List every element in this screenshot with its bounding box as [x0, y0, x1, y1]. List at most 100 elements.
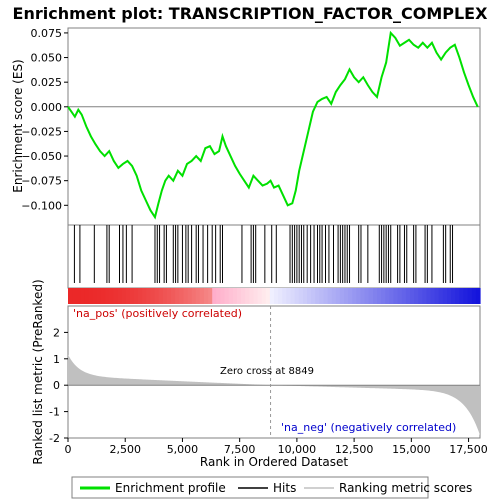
colorbar-segment — [133, 288, 139, 304]
colorbar-segment — [426, 288, 432, 304]
pos-label: 'na_pos' (positively correlated) — [73, 307, 242, 320]
colorbar-segment — [372, 288, 378, 304]
hits-panel-frame — [67, 224, 481, 289]
colorbar-segment — [142, 288, 147, 304]
es-ytick-label: 0.025 — [31, 76, 63, 89]
colorbar-segment — [187, 288, 193, 304]
colorbar-segment — [203, 288, 209, 304]
colorbar-segment — [467, 288, 473, 304]
rank-ytick-label: 2 — [53, 326, 60, 339]
colorbar-segment — [459, 288, 465, 304]
colorbar-segment — [138, 288, 143, 304]
colorbar-segment — [447, 288, 452, 304]
rank-xtick-label: 0 — [65, 443, 72, 456]
colorbar-segment — [360, 288, 366, 304]
colorbar-segment — [224, 288, 230, 304]
rank-xtick-label: 12,500 — [335, 443, 374, 456]
colorbar-segment — [278, 288, 283, 304]
colorbar-segment — [154, 288, 160, 304]
colorbar-segment — [183, 288, 189, 304]
rank-ytick-label: -2 — [49, 432, 60, 445]
colorbar-segment — [179, 288, 184, 304]
colorbar-segment — [208, 288, 213, 304]
rank-xtick-label: 5,000 — [167, 443, 199, 456]
colorbar-segment — [253, 288, 259, 304]
colorbar-segment — [100, 288, 106, 304]
es-ytick-label: −0.100 — [21, 199, 62, 212]
colorbar-segment — [241, 288, 246, 304]
colorbar-segment — [216, 288, 222, 304]
colorbar-segment — [463, 288, 469, 304]
colorbar-segment — [397, 288, 403, 304]
es-ytick-label: 0.000 — [31, 101, 63, 114]
rank-xtick-label: 10,000 — [278, 443, 317, 456]
colorbar-segment — [315, 288, 320, 304]
rank-xtick-label: 15,000 — [392, 443, 431, 456]
colorbar-segment — [232, 288, 238, 304]
colorbar-segment — [364, 288, 370, 304]
colorbar-segment — [381, 288, 386, 304]
colorbar-segment — [389, 288, 395, 304]
es-ytick-label: −0.050 — [21, 150, 62, 163]
colorbar-segment — [422, 288, 428, 304]
colorbar-segment — [76, 288, 81, 304]
colorbar-segment — [191, 288, 197, 304]
colorbar-segment — [319, 288, 325, 304]
neg-label: 'na_neg' (negatively correlated) — [281, 421, 456, 434]
colorbar-segment — [249, 288, 254, 304]
es-ytick-label: −0.075 — [21, 175, 62, 188]
colorbar-segment — [393, 288, 399, 304]
colorbar-segment — [195, 288, 201, 304]
colorbar-segment — [257, 288, 263, 304]
colorbar-segment — [290, 288, 296, 304]
es-ytick-label: −0.025 — [21, 125, 62, 138]
rank-ytick-label: -1 — [49, 406, 60, 419]
colorbar-segment — [212, 288, 217, 304]
colorbar-segment — [68, 288, 73, 304]
rank-ytick-label: 1 — [53, 353, 60, 366]
colorbar-segment — [117, 288, 123, 304]
colorbar-segment — [368, 288, 374, 304]
colorbar-segment — [220, 288, 226, 304]
colorbar-segment — [302, 288, 308, 304]
colorbar-segment — [72, 288, 77, 304]
colorbar-segment — [199, 288, 205, 304]
colorbar-segment — [401, 288, 407, 304]
colorbar-segment — [344, 288, 349, 304]
colorbar-segment — [306, 288, 312, 304]
colorbar-segment — [166, 288, 172, 304]
colorbar-segment — [331, 288, 337, 304]
colorbar-segment — [113, 288, 119, 304]
rank-panel-frame — [67, 305, 481, 439]
colorbar-segment — [335, 288, 341, 304]
colorbar-segment — [286, 288, 292, 304]
colorbar-segment — [236, 288, 242, 304]
es-ytick-label: 0.075 — [31, 27, 63, 40]
legend-metric-label: Ranking metric scores — [339, 481, 472, 495]
colorbar-segment — [430, 288, 436, 304]
colorbar-segment — [109, 288, 114, 304]
rank-xtick-label: 17,500 — [449, 443, 488, 456]
colorbar-segment — [409, 288, 415, 304]
colorbar-segment — [434, 288, 440, 304]
colorbar-segment — [327, 288, 333, 304]
colorbar-segment — [414, 288, 419, 304]
colorbar-segment — [356, 288, 362, 304]
es-ytick-label: 0.050 — [31, 52, 63, 65]
colorbar-segment — [455, 288, 460, 304]
legend-enrichment-label: Enrichment profile — [115, 481, 226, 495]
colorbar-segment — [80, 288, 86, 304]
colorbar-segment — [471, 288, 477, 304]
colorbar-segment — [245, 288, 250, 304]
colorbar-segment — [451, 288, 456, 304]
colorbar-segment — [150, 288, 156, 304]
colorbar-segment — [261, 288, 267, 304]
colorbar-segment — [352, 288, 357, 304]
colorbar-segment — [294, 288, 300, 304]
colorbar-segment — [282, 288, 287, 304]
chart-title: Enrichment plot: TRANSCRIPTION_FACTOR_CO… — [13, 4, 489, 23]
colorbar-segment — [105, 288, 110, 304]
colorbar-segment — [348, 288, 353, 304]
colorbar-segment — [274, 288, 279, 304]
